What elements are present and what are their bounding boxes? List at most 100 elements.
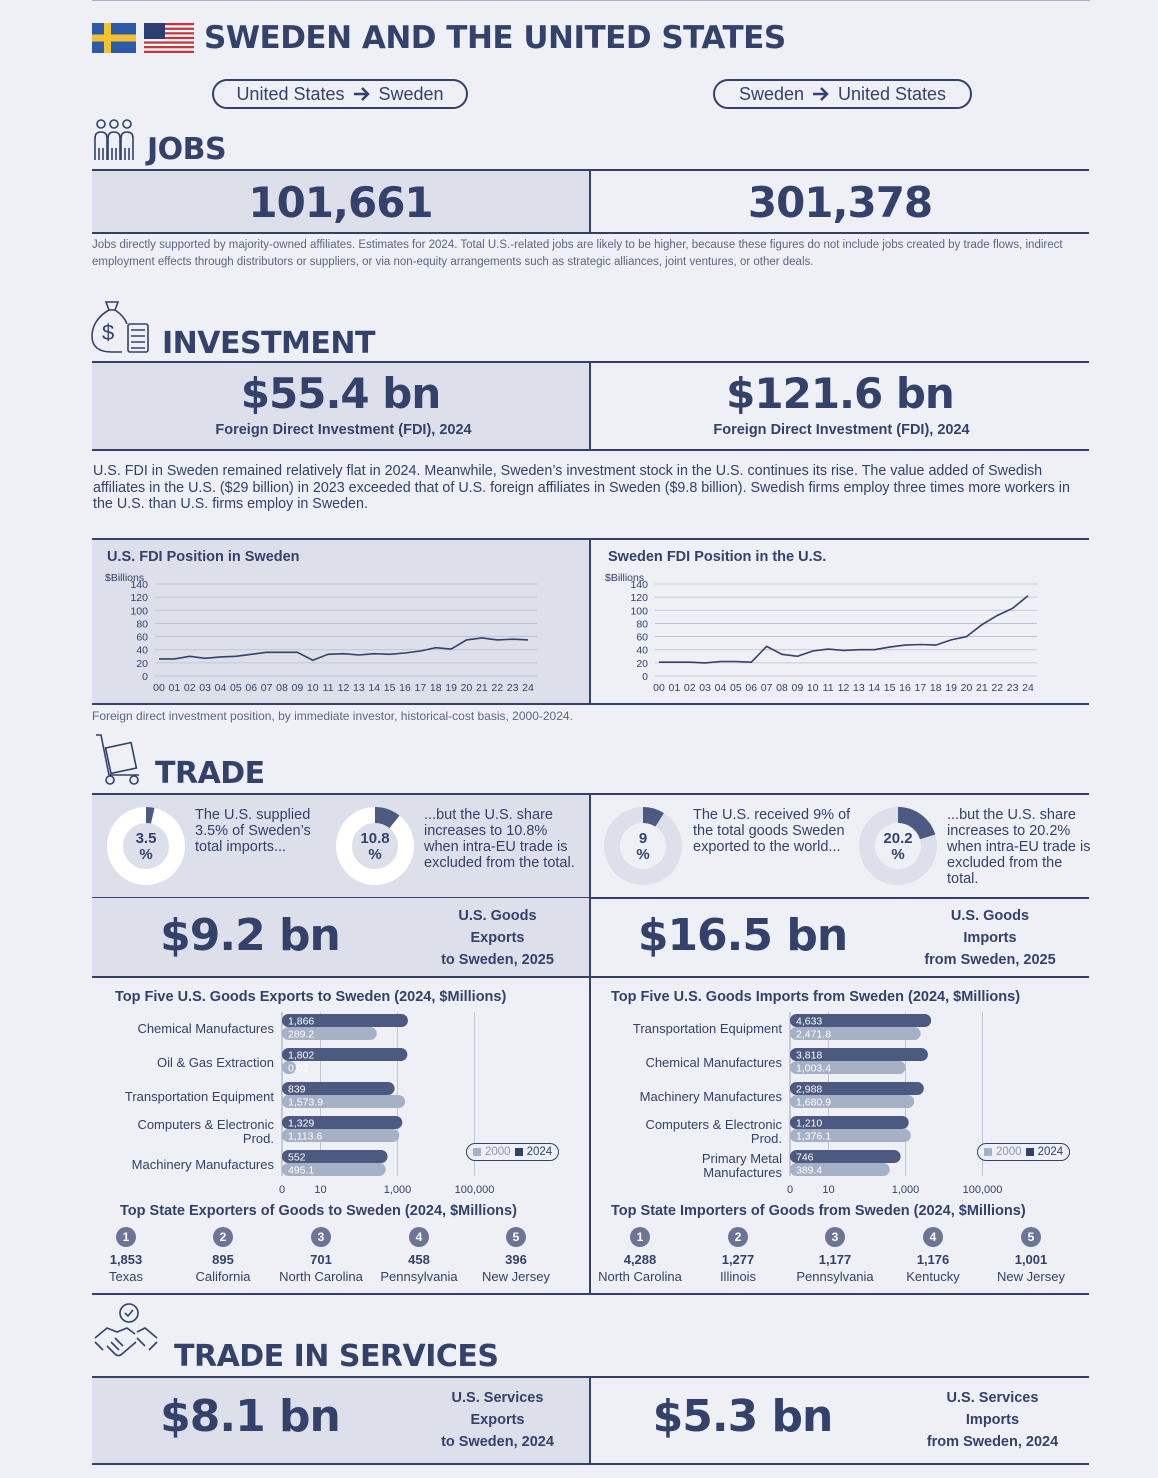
- series-line: [159, 637, 529, 662]
- bar-value-label: 1,210: [796, 1118, 822, 1130]
- x-tick-label: 23: [1007, 682, 1019, 694]
- donut-number: 3.5: [135, 830, 157, 847]
- x-tick-label: 100,000: [963, 1184, 1003, 1196]
- jobs-us-in-sweden-value: 101,661: [248, 178, 433, 227]
- category-label: Computers & Electronic: [645, 1117, 782, 1132]
- jobs-note: Jobs directly supported by majority-owne…: [92, 239, 1063, 268]
- y-tick-label: 120: [630, 592, 648, 604]
- x-tick-label: 16: [399, 682, 411, 694]
- jobs-sweden-in-us-value: 301,378: [747, 178, 933, 227]
- y-tick-label: 100: [130, 605, 148, 617]
- x-tick-label: 10: [314, 1184, 326, 1196]
- state-name: Pennsylvania: [380, 1269, 458, 1284]
- x-tick-label: 0: [787, 1184, 793, 1196]
- donut-chart: [604, 807, 682, 885]
- page-header: SWEDEN AND THE UNITED STATES: [92, 20, 786, 56]
- bar-2024: [790, 1150, 901, 1163]
- state-importers-title: Top State Importers of Goods from Sweden…: [611, 1203, 1026, 1219]
- x-tick-label: 02: [184, 682, 196, 694]
- bar-value-label: 4,633: [796, 1016, 822, 1028]
- bar-2000: [790, 1163, 890, 1176]
- direction-pill-us-to-sweden: United States Sweden: [212, 79, 468, 109]
- x-tick-label: 01: [669, 682, 681, 694]
- state-name: California: [195, 1269, 251, 1284]
- state-name: North Carolina: [279, 1269, 363, 1284]
- x-tick-label: 03: [199, 682, 211, 694]
- category-label: Prod.: [243, 1131, 274, 1146]
- x-tick-label: 23: [507, 682, 519, 694]
- x-tick-label: 04: [715, 682, 727, 694]
- category-label: Machinery Manufactures: [132, 1157, 275, 1172]
- sweden-flag-icon: [92, 23, 136, 53]
- donut-caption: ...but the U.S. share increases to 10.8%…: [424, 807, 575, 871]
- divider: [589, 538, 591, 705]
- y-tick-label: 0: [642, 671, 648, 683]
- state-value: 1,277: [721, 1252, 755, 1267]
- y-tick-label: 60: [636, 632, 648, 644]
- handshake-icon: [94, 1303, 158, 1357]
- bar-2000: [790, 1095, 915, 1108]
- exports-bar-chart: 0 10 1,000 100,000 Chemical Manufactures 1,86…: [125, 1012, 495, 1196]
- pill-to: United States: [838, 83, 947, 104]
- services-exports-panel: [92, 1377, 589, 1463]
- x-tick-label: 10: [807, 682, 819, 694]
- state-exporters-title: Top State Exporters of Goods to Sweden (…: [120, 1203, 517, 1219]
- y-tick-label: 140: [630, 579, 648, 591]
- investment-heading: INVESTMENT: [162, 326, 375, 361]
- donut-value: 10.8%: [345, 831, 405, 863]
- donut-chart: [336, 807, 414, 885]
- x-tick-label: 24: [1022, 682, 1034, 694]
- label-line: to Sweden, 2025: [441, 952, 554, 968]
- x-tick-label: 05: [730, 682, 742, 694]
- fdi-us-in-sweden-value: $55.4 bn: [240, 369, 441, 418]
- x-tick-label: 02: [684, 682, 696, 694]
- label-line: Imports: [965, 1412, 1020, 1428]
- svg-text:$: $: [102, 320, 114, 345]
- pill-from: United States: [236, 83, 345, 104]
- services-imports-label: U.S. Services Imports from Sweden, 2024: [910, 1387, 1075, 1453]
- state-value: 1,177: [818, 1252, 852, 1267]
- x-tick-label: 0: [279, 1184, 285, 1196]
- bar-2000: [282, 1061, 296, 1074]
- services-exports-label: U.S. Services Exports to Sweden, 2024: [420, 1387, 575, 1453]
- x-tick-label: 17: [915, 682, 927, 694]
- bar-value-label: 1,113.6: [288, 1131, 322, 1143]
- donut-caption: The U.S. received 9% of the total goods …: [693, 807, 851, 855]
- x-tick-label: 08: [276, 682, 288, 694]
- y-axis-label: $Billions: [105, 572, 144, 584]
- bar-2000: [282, 1163, 386, 1176]
- services-imports-value: $5.3 bn: [652, 1391, 834, 1442]
- rank-badge: 5: [506, 1227, 526, 1247]
- x-tick-label: 100,000: [455, 1184, 495, 1196]
- donut-chart: [107, 807, 185, 885]
- x-tick-label: 12: [338, 682, 350, 694]
- state-name: Kentucky: [906, 1269, 960, 1284]
- state-name: North Carolina: [598, 1269, 682, 1284]
- state-value: 895: [212, 1252, 234, 1267]
- bar-value-label: 1,376.1: [796, 1131, 831, 1143]
- rank-badge: 3: [311, 1227, 331, 1247]
- category-label: Machinery Manufactures: [640, 1089, 783, 1104]
- services-heading: TRADE IN SERVICES: [174, 1339, 499, 1374]
- x-tick-label: 05: [230, 682, 242, 694]
- bar-2000: [790, 1129, 911, 1142]
- y-tick-label: 40: [136, 645, 148, 657]
- fdi-sweden-in-us-value: $121.6 bn: [726, 369, 955, 418]
- jobs-left-panel: [92, 170, 589, 232]
- legend-swatch-2000: [473, 1148, 481, 1156]
- x-tick-label: 24: [522, 682, 534, 694]
- x-tick-label: 01: [169, 682, 181, 694]
- jobs-heading: JOBS: [147, 132, 227, 167]
- legend-label-2024: 2024: [526, 1146, 553, 1158]
- state-value: 1,853: [109, 1252, 143, 1267]
- x-tick-label: 00: [153, 682, 165, 694]
- bar-value-label: 1,003.4: [796, 1063, 831, 1075]
- imports-bar-chart: 0 10 1,000 100,000 Transportation Equipment 4…: [633, 1012, 1003, 1196]
- y-tick-label: 20: [136, 658, 148, 670]
- category-label: Prod.: [751, 1131, 782, 1146]
- divider: [92, 1293, 1089, 1295]
- y-tick-label: 0: [142, 671, 148, 683]
